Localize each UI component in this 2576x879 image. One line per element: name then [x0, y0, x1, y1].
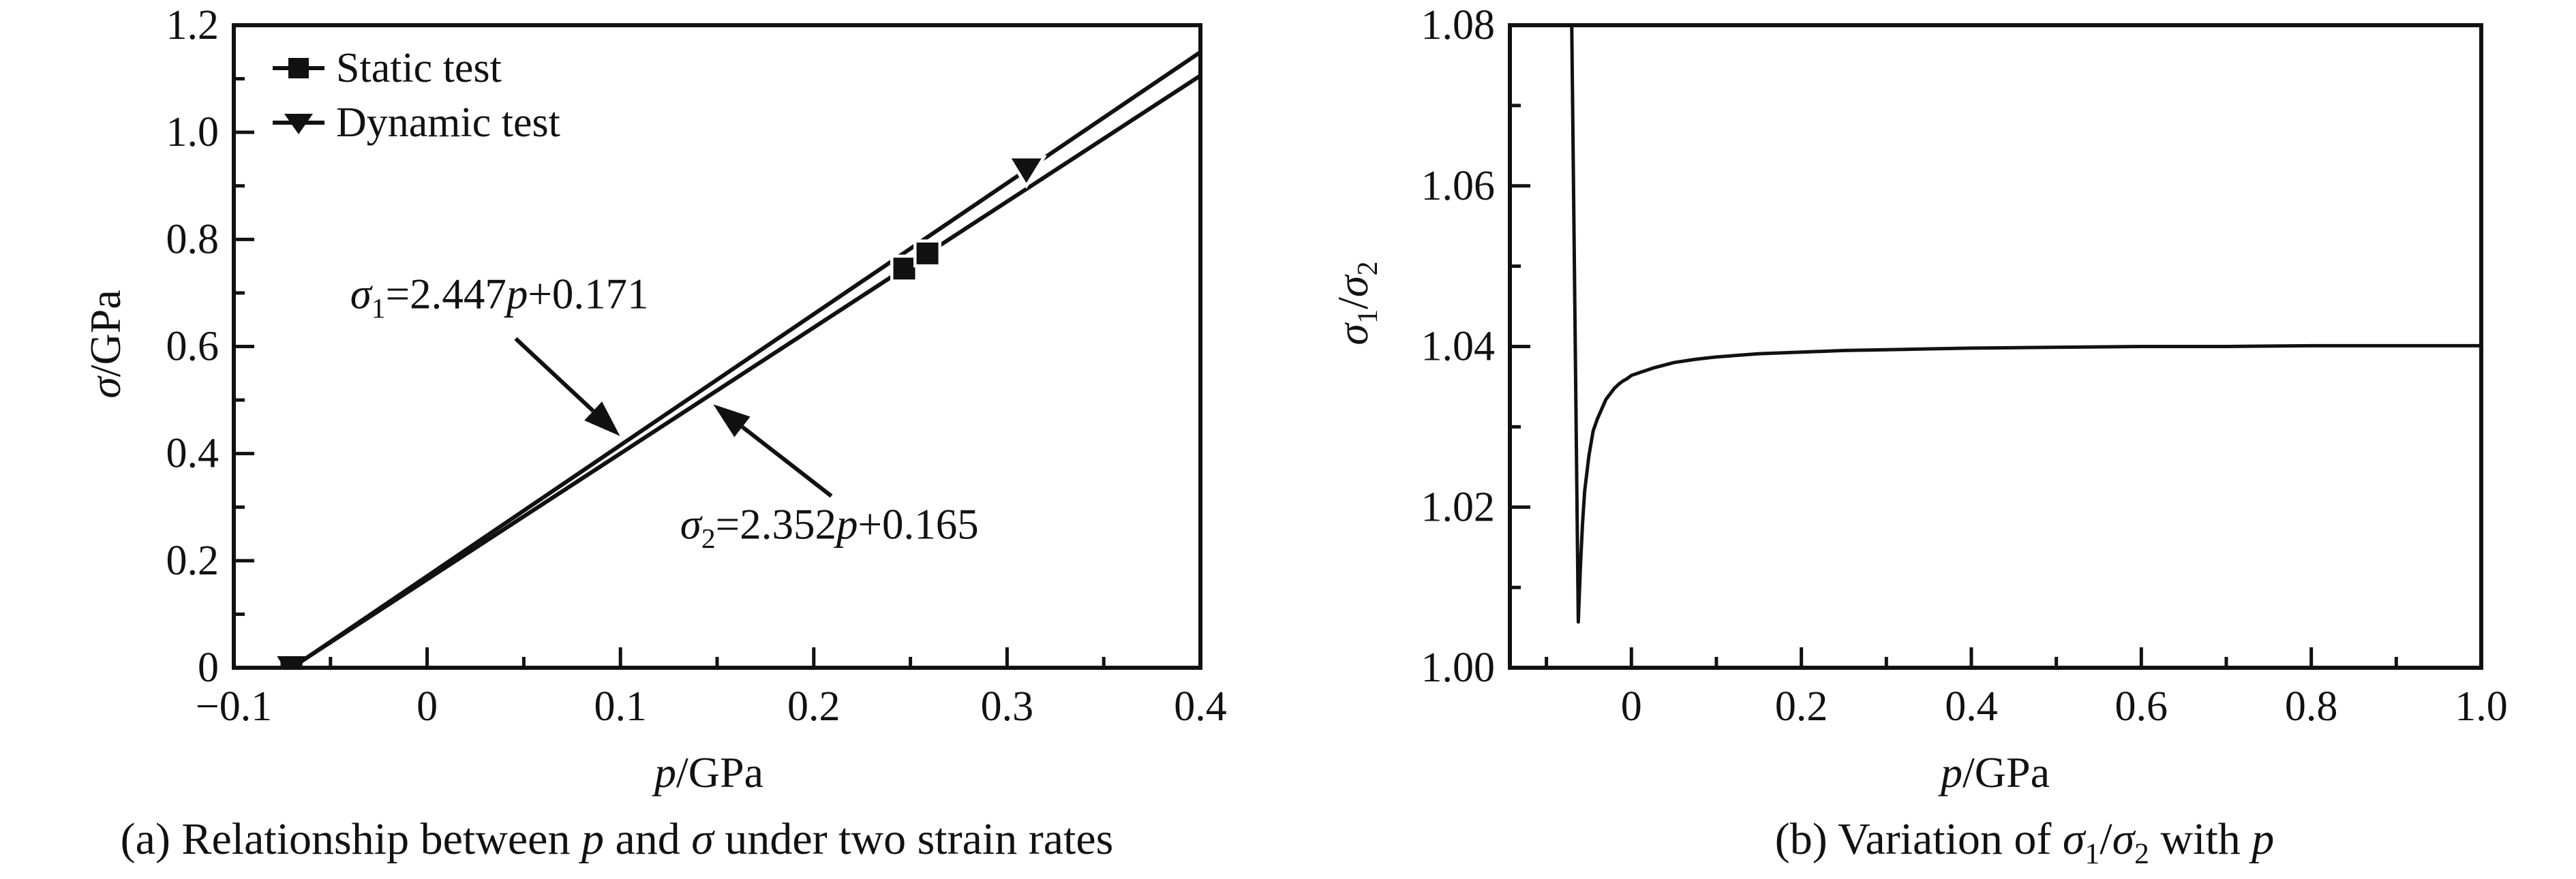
x-tick-label-b: 1.0	[2455, 683, 2508, 730]
y-tick-label-b: 1.04	[1421, 324, 1496, 370]
x-tick-label-b: 0.6	[2115, 683, 2168, 730]
series-line-dynamic-test	[290, 50, 1200, 668]
x-axis-label-a: p/GPa	[654, 748, 763, 797]
legend-label: Dynamic test	[336, 99, 560, 146]
y-tick-label-a: 0	[198, 645, 219, 691]
x-tick-label-a: 0.2	[787, 683, 840, 730]
x-tick-label-a: 0	[416, 683, 438, 730]
marker-square-static	[890, 254, 919, 283]
y-tick-label-a: 0.8	[166, 216, 219, 262]
annotation-arrow-line	[514, 337, 595, 413]
y-tick-label-b: 1.06	[1421, 163, 1496, 209]
caption-a: (a) Relationship between p and σ under t…	[120, 814, 1114, 864]
ratio-curve	[1570, 25, 2481, 624]
equation-sigma1: σ1=2.447p+0.171	[350, 270, 649, 324]
annotation-arrow-head	[584, 401, 620, 436]
marker-triangle-dynamic	[1005, 155, 1047, 189]
caption-b: (b) Variation of σ1/σ2 with p	[1774, 814, 2275, 871]
series-line-static-test	[290, 74, 1200, 668]
annotation-arrow-line	[741, 425, 833, 498]
legend-label: Static test	[336, 45, 502, 91]
equation-sigma2: σ2=2.352p+0.165	[680, 500, 979, 555]
x-tick-label-a: 0.3	[981, 683, 1034, 730]
y-tick-label-b: 1.08	[1421, 2, 1496, 48]
y-tick-label-a: 0.4	[166, 431, 219, 477]
y-tick-label-b: 1.00	[1421, 645, 1496, 691]
x-axis-label-b: p/GPa	[1941, 748, 2050, 797]
y-axis-label-a: σ/GPa	[81, 290, 130, 399]
y-tick-label-a: 1.0	[166, 109, 219, 155]
y-tick-label-a: 0.2	[166, 538, 219, 584]
y-tick-label-a: 1.2	[166, 2, 219, 48]
marker-square-static	[913, 239, 942, 268]
y-axis-label-b: σ1/σ2	[1329, 261, 1384, 345]
x-tick-label-b: 0	[1621, 683, 1642, 730]
y-tick-label-a: 0.6	[166, 324, 219, 370]
y-tick-label-b: 1.02	[1421, 484, 1496, 530]
x-tick-label-b: 0.2	[1775, 683, 1828, 730]
x-tick-label-b: 0.8	[2285, 683, 2338, 730]
marker-square-static	[280, 657, 303, 668]
x-tick-label-a: −0.1	[196, 683, 272, 730]
legend-marker-triangle	[284, 114, 313, 134]
x-tick-label-a: 0.4	[1174, 683, 1227, 730]
legend-marker-square	[288, 58, 309, 78]
x-tick-label-a: 0.1	[594, 683, 647, 730]
x-tick-label-b: 0.4	[1945, 683, 1998, 730]
annotation-arrow-head	[713, 404, 751, 437]
